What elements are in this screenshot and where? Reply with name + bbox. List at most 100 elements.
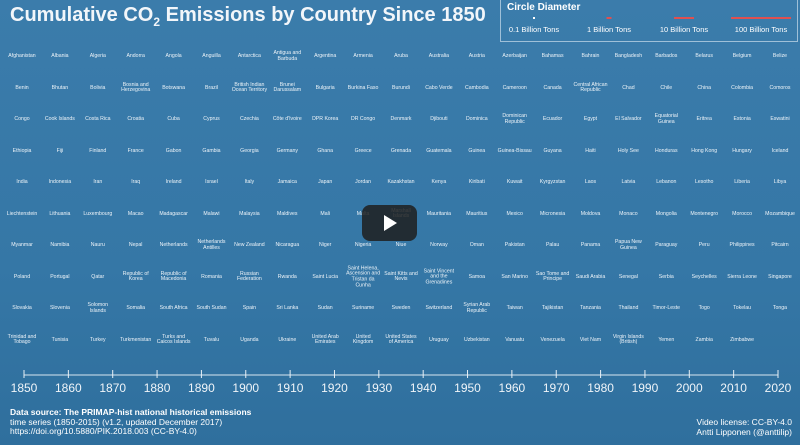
country-label: Turks and Caicos Islands [156,333,191,346]
timeline-label: 1850 [10,381,38,395]
country-label: Belize [772,53,788,60]
country-label: Saint Kitts and Nevis [384,270,418,283]
country-label: Malaysia [239,210,260,217]
country-label: Peru [698,242,710,249]
country-label: Israel [205,179,218,186]
country-label: Pakistan [504,242,525,249]
country-label: Zambia [695,336,713,343]
country-label: Belgium [732,53,752,60]
country-label: Laos [584,179,597,186]
country-label: Brazil [205,84,218,91]
timeline-label: 1950 [454,381,481,395]
country-label: Rwanda [277,273,297,280]
play-button[interactable] [362,205,417,241]
country-label: Honduras [655,147,678,154]
country-label: DPR Korea [312,116,339,123]
country-label: Colombia [731,84,754,91]
country-label: Mauritius [466,210,488,217]
country-label: Guyana [543,147,562,154]
country-label: Oman [469,242,484,249]
country-label: Uruguay [429,336,449,343]
country-label: Madagascar [159,210,188,217]
country-label: Afghanistan [8,53,36,60]
country-label: Lithuania [49,210,71,217]
country-label: Ethiopia [12,147,32,154]
country-label: Cuba [167,116,180,123]
country-label: Monaco [619,210,638,217]
legend-symbol [533,17,535,19]
country-label: Estonia [733,116,751,123]
country-label: Kiribati [468,179,485,186]
country-label: Myanmar [11,242,33,249]
title-rest: Emissions by Country Since 1850 [160,4,486,26]
country-label: Cabo Verde [425,84,453,91]
country-label: Equatorial Guinea [654,113,678,125]
legend-item: 10 Billion Tons [659,25,709,34]
country-label: Lesotho [694,179,714,186]
country-label: Singapore [768,273,792,280]
country-label: Canada [543,84,562,91]
source-line: https://doi.org/10.5880/PIK.2018.003 (CC… [10,426,197,436]
country-label: Republic of Macedonia [160,270,187,283]
country-label: Nepal [128,242,143,249]
country-label: Mali [320,210,330,217]
country-label: Ireland [165,179,182,186]
country-label: Antarctica [237,53,261,60]
country-label: Anguilla [202,53,221,60]
legend-symbol [731,17,791,19]
country-label: Vanuatu [505,336,525,343]
country-label: New Zealand [234,242,265,249]
country-label: Chad [622,84,635,91]
country-label: Grenada [390,147,412,154]
country-label: Iran [93,179,103,186]
country-label: India [16,179,28,186]
country-label: Senegal [618,273,638,280]
country-label: Germany [276,147,298,154]
country-label: Seychelles [691,273,717,280]
timeline-label: 1890 [188,381,215,395]
country-label: Côte d'Ivoire [272,116,302,123]
country-label: Saudi Arabia [575,273,606,280]
country-label: Romania [201,273,222,280]
country-label: South Sudan [196,305,227,312]
country-label: Viet Nam [579,336,602,343]
country-label: Syrian Arab Republic [463,302,491,314]
country-label: Kyrgyzstan [539,179,566,186]
country-label: Bhutan [51,84,69,91]
country-label: Kuwait [506,179,523,186]
legend-title: Circle Diameter [507,2,581,13]
license-line: Video license: CC-BY-4.0 [696,417,792,427]
country-label: Russian Federation [236,270,262,283]
timeline-label: 1880 [143,381,171,395]
country-label: Suriname [351,305,375,312]
country-label: Barbados [655,53,678,60]
country-label: Sweden [391,305,411,312]
country-label: Mauritania [426,210,451,217]
country-label: Eritrea [696,116,712,123]
title-text: Cumulative CO [10,4,154,26]
country-label: Timor-Leste [652,305,681,312]
country-label: Aruba [394,53,408,60]
timeline-label: 1970 [542,381,570,395]
country-label: Ukraine [278,336,297,343]
country-label: Austria [468,53,485,60]
country-label: Zimbabwe [730,336,755,343]
timeline-label: 1930 [365,381,393,395]
country-label: Bosnia and Herzegovina [121,81,151,94]
country-label: Iceland [771,147,789,154]
country-label: Turkmenistan [120,336,152,343]
country-label: Switzerland [425,305,453,312]
country-label: Thailand [618,305,639,312]
country-label: Tokelau [733,305,752,312]
country-label: Spain [242,305,257,312]
country-label: El Salvador [615,116,642,123]
country-label: United States of America [385,333,417,346]
country-label: Tanzania [580,305,601,312]
country-label: Bahamas [541,53,564,60]
country-label: Jamaica [277,179,297,186]
country-label: Tuvalu [203,336,220,343]
country-label: Tonga [772,305,788,312]
country-label: Liechtenstein [6,210,38,217]
country-label: Qatar [91,273,105,280]
country-label: Ghana [317,147,333,154]
